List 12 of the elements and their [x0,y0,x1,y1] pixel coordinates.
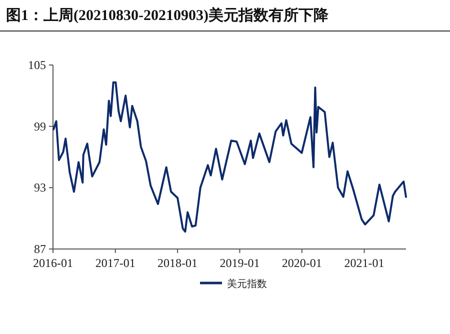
y-tick-label: 99 [34,119,46,134]
x-tick-label: 2019-01 [220,256,260,270]
x-tick-label: 2021-01 [344,256,384,270]
x-tick-label: 2016-01 [33,256,73,270]
x-tick-label: 2020-01 [282,256,322,270]
x-tick-label: 2017-01 [95,256,136,270]
legend-label: 美元指数 [227,278,267,290]
y-tick-label: 87 [34,242,46,256]
x-tick-label: 2018-01 [158,256,198,270]
chart-title: 图1：上周(20210830-20210903)美元指数有所下降 [6,6,330,24]
y-tick-label: 105 [28,58,46,72]
y-tick-label: 93 [34,180,46,195]
